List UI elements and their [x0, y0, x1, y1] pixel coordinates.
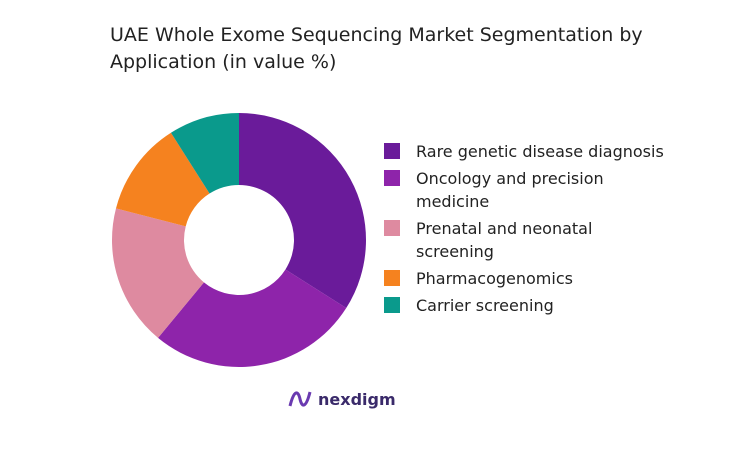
legend-item: Rare genetic disease diagnosis	[384, 140, 664, 163]
legend: Rare genetic disease diagnosis Oncology a…	[384, 140, 664, 321]
donut-slice	[115, 132, 210, 227]
legend-item: Prenatal and neonatal screening	[384, 217, 664, 263]
brand: nexdigm	[288, 388, 396, 410]
donut-slice	[111, 208, 204, 338]
donut-slice	[158, 269, 347, 368]
chart-title: UAE Whole Exome Sequencing Market Segmen…	[110, 24, 643, 73]
legend-swatch	[384, 220, 400, 236]
legend-swatch	[384, 143, 400, 159]
legend-swatch	[384, 297, 400, 313]
legend-swatch	[384, 270, 400, 286]
donut-slice	[170, 113, 239, 194]
legend-label: Rare genetic disease diagnosis	[416, 142, 664, 161]
brand-name: nexdigm	[318, 389, 396, 409]
legend-label: Pharmacogenomics	[416, 269, 573, 288]
legend-label: Prenatal and neonatal screening	[416, 219, 593, 261]
legend-label: Carrier screening	[416, 296, 554, 315]
legend-item: Oncology and precision medicine	[384, 167, 664, 213]
legend-item: Pharmacogenomics	[384, 267, 664, 290]
brand-icon	[288, 391, 312, 407]
donut-slice	[239, 113, 366, 309]
legend-swatch	[384, 170, 400, 186]
legend-label: Oncology and precision medicine	[416, 169, 604, 211]
legend-item: Carrier screening	[384, 294, 664, 317]
